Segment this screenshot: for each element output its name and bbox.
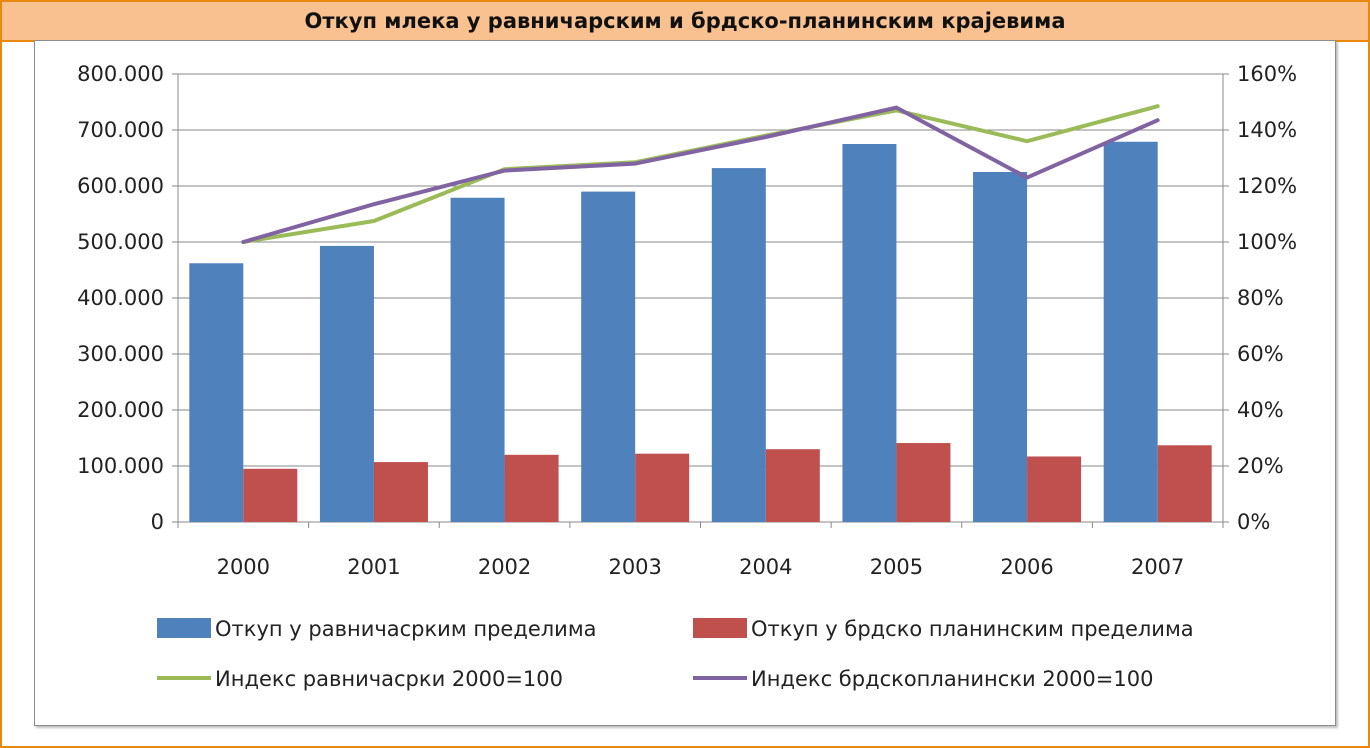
bar-plain — [319, 245, 374, 523]
y-right-tick-label: 60% — [1237, 342, 1284, 366]
bar-hill — [243, 468, 298, 522]
line-series-hill-index — [241, 105, 1160, 244]
y-left-tick-label: 100.000 — [77, 454, 164, 478]
y-right-tick-label: 120% — [1237, 174, 1297, 198]
legend-item: Откуп у равничасрким пределима — [157, 617, 597, 641]
x-tick-label: 2007 — [1131, 555, 1184, 579]
combo-chart: 800.000 160% 700.000 140% 600.000 120% 500.000… — [77, 62, 1297, 691]
y-left-tick-label: 0 — [151, 510, 164, 534]
y-right-tick-label: 100% — [1237, 230, 1297, 254]
bar-plain — [973, 172, 1028, 522]
bar-hill — [635, 453, 690, 522]
y-right-tick-label: 40% — [1237, 398, 1284, 422]
y-right-tick-label: 80% — [1237, 286, 1284, 310]
bar-hill — [765, 449, 820, 522]
bar-plain — [581, 191, 636, 522]
legend-item: Индекс равничасрки 2000=100 — [157, 667, 563, 691]
bar-plain — [711, 168, 766, 522]
y-left-tick-label: 800.000 — [77, 62, 164, 86]
bar-hill — [1157, 445, 1212, 522]
x-tick-label: 2004 — [739, 555, 792, 579]
legend-swatch — [157, 618, 211, 638]
y-left-tick-label: 600.000 — [77, 174, 164, 198]
legend-label: Откуп у брдско планинским пределима — [751, 617, 1194, 641]
y-right-tick-label: 0% — [1237, 510, 1270, 534]
x-tick-label: 2006 — [1000, 555, 1053, 579]
bar-plain — [450, 197, 505, 522]
bar-plain — [1103, 141, 1158, 522]
y-right-tick-label: 160% — [1237, 62, 1297, 86]
y-right-tick-label: 20% — [1237, 454, 1284, 478]
legend-label: Индекс брдскопланински 2000=100 — [751, 667, 1153, 691]
bar-hill — [1027, 456, 1082, 522]
y-left-tick-label: 300.000 — [77, 342, 164, 366]
y-left-tick-label: 700.000 — [77, 118, 164, 142]
x-tick-label: 2005 — [870, 555, 923, 579]
legend-item: Откуп у брдско планинским пределима — [693, 617, 1194, 641]
bar-hill — [504, 454, 559, 522]
legend-item: Индекс брдскопланински 2000=100 — [693, 667, 1153, 691]
x-tick-label: 2003 — [608, 555, 661, 579]
bar-plain — [842, 144, 897, 522]
x-tick-label: 2000 — [217, 555, 270, 579]
x-tick-label: 2001 — [347, 555, 400, 579]
legend-label: Индекс равничасрки 2000=100 — [215, 667, 563, 691]
legend-label: Откуп у равничасрким пределима — [215, 617, 597, 641]
bar-plain — [189, 263, 244, 522]
y-left-tick-label: 400.000 — [77, 286, 164, 310]
x-tick-label: 2002 — [478, 555, 531, 579]
chart-title: Откуп млека у равничарским и брдско-план… — [2, 2, 1368, 42]
y-left-tick-label: 500.000 — [77, 230, 164, 254]
bar-hill — [896, 443, 951, 522]
legend-swatch — [693, 618, 747, 638]
bar-hill — [373, 462, 428, 522]
y-right-tick-label: 140% — [1237, 118, 1297, 142]
y-left-tick-label: 200.000 — [77, 398, 164, 422]
chart-area: 800.000 160% 700.000 140% 600.000 120% 500.000… — [34, 40, 1336, 726]
